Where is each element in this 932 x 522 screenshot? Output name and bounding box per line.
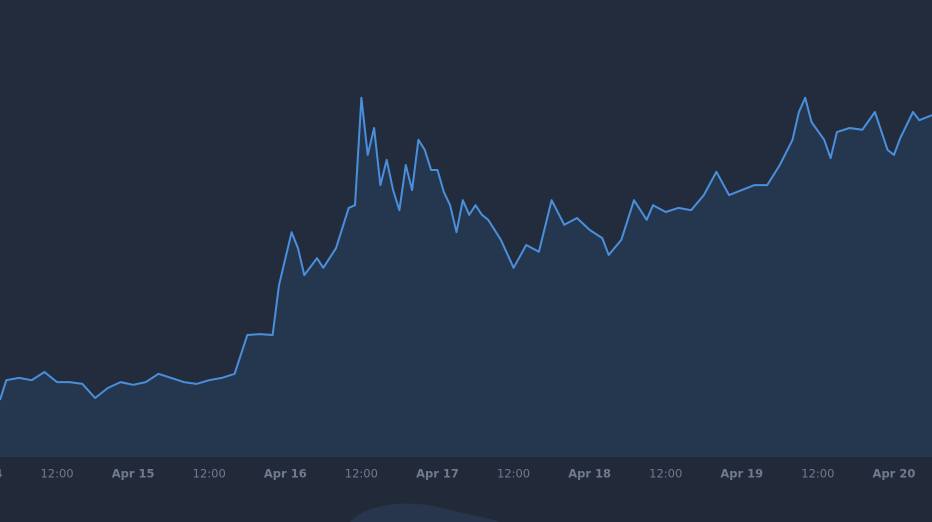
axis-band [0,457,932,522]
price-line [0,96,932,401]
x-tick-label: 12:00 [345,467,378,481]
x-tick-label: Apr 20 [873,467,916,481]
x-tick-label: Apr 15 [112,467,155,481]
x-tick-label: Apr 14 [0,467,2,481]
x-tick-label: Apr 16 [264,467,307,481]
navigator [350,503,500,522]
x-tick-label: Apr 19 [720,467,763,481]
x-tick-label: Apr 17 [416,467,459,481]
x-tick-label: 12:00 [649,467,682,481]
x-tick-label: 12:00 [193,467,226,481]
x-tick-label: 12:00 [801,467,834,481]
x-tick-label: Apr 18 [568,467,611,481]
x-tick-label: 12:00 [497,467,530,481]
area-fill [0,97,932,458]
x-tick-label: 12:00 [40,467,73,481]
